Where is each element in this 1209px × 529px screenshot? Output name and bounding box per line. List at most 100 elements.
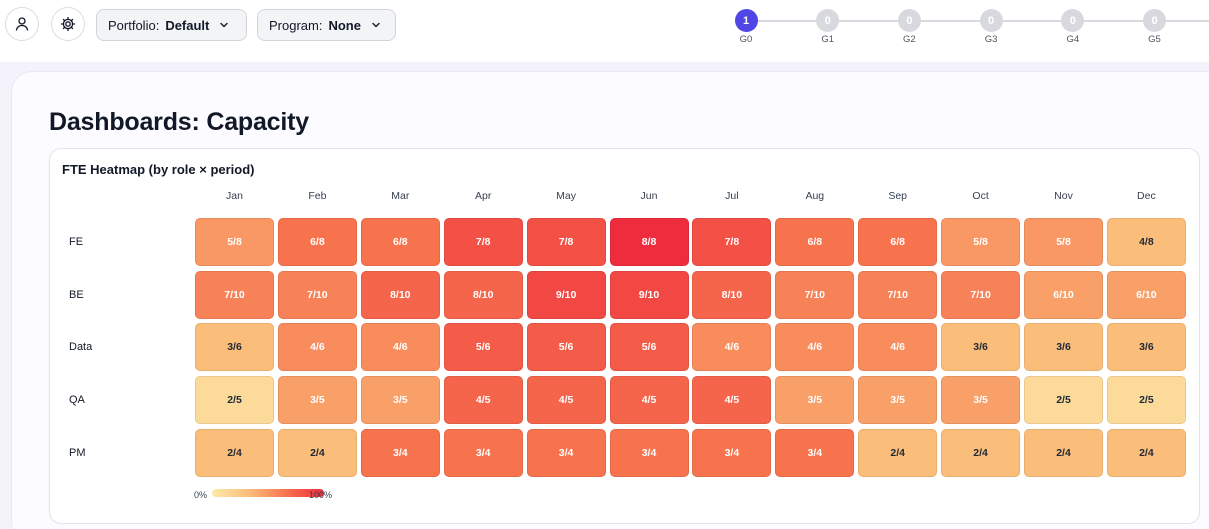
month-header: Feb <box>308 190 327 202</box>
month-header: May <box>556 190 577 202</box>
role-label: BE <box>69 288 84 301</box>
heatmap-cell[interactable]: 7/10 <box>775 270 855 319</box>
gate-step-g3[interactable]: 0 G3 <box>979 9 1003 45</box>
heatmap-cell[interactable]: 3/5 <box>941 376 1021 425</box>
heatmap-cell[interactable]: 4/5 <box>526 376 606 425</box>
user-button[interactable] <box>5 7 39 41</box>
heatmap-cell[interactable]: 3/6 <box>1024 323 1103 372</box>
heatmap-cell[interactable]: 6/8 <box>775 218 855 266</box>
month-header: Dec <box>1137 190 1156 202</box>
heatmap-cell[interactable]: 2/4 <box>941 428 1021 477</box>
heatmap-cell[interactable]: 6/10 <box>1106 270 1186 319</box>
gate-step-count: 0 <box>1061 9 1085 32</box>
settings-button[interactable] <box>51 7 85 41</box>
gate-step-label: G1 <box>821 34 835 45</box>
gate-step-count: 0 <box>897 9 921 32</box>
heatmap-cell[interactable]: 5/6 <box>526 323 606 372</box>
heatmap-cell[interactable]: 7/10 <box>195 270 274 319</box>
program-value: None <box>328 17 361 33</box>
heatmap-cell[interactable]: 7/8 <box>443 218 523 266</box>
top-bar: Portfolio: Default Program: None 1 G0 0 G1 0… <box>0 0 1209 62</box>
heatmap-title: FTE Heatmap (by role × period) <box>62 162 255 177</box>
heatmap-cell[interactable]: 5/6 <box>443 323 523 372</box>
heatmap-cell[interactable]: 3/4 <box>360 428 440 477</box>
heatmap-cell[interactable]: 7/8 <box>526 218 606 266</box>
chevron-down-icon <box>220 22 229 28</box>
chevron-down-icon <box>372 22 380 28</box>
heatmap-cell[interactable]: 4/8 <box>1106 218 1186 266</box>
month-header: Nov <box>1054 190 1073 202</box>
heatmap-cell[interactable]: 7/10 <box>277 270 357 319</box>
heatmap-cell[interactable]: 3/4 <box>443 428 523 477</box>
month-header: Mar <box>391 190 410 202</box>
heatmap-cell[interactable]: 4/5 <box>443 376 523 425</box>
legend-gradient <box>212 489 324 497</box>
heatmap-cell[interactable]: 6/8 <box>277 218 357 266</box>
heatmap-cell[interactable]: 3/6 <box>941 323 1021 372</box>
heatmap-cell[interactable]: 3/6 <box>1106 323 1186 372</box>
user-icon <box>15 17 29 31</box>
heatmap-cell[interactable]: 2/4 <box>195 428 274 477</box>
heatmap-cell[interactable]: 4/5 <box>692 376 772 425</box>
heatmap-cell[interactable]: 3/4 <box>692 428 772 477</box>
gate-step-label: G2 <box>903 34 916 45</box>
heatmap-cell[interactable]: 2/5 <box>1106 376 1186 425</box>
heatmap-cell[interactable]: 5/8 <box>941 218 1021 266</box>
heatmap-cell[interactable]: 4/6 <box>692 323 772 372</box>
heatmap-cell[interactable]: 7/10 <box>941 270 1021 319</box>
heatmap-cell[interactable]: 4/6 <box>277 323 357 372</box>
heatmap-cell[interactable]: 5/8 <box>195 218 274 266</box>
heatmap-cell[interactable]: 8/10 <box>360 270 440 319</box>
gate-step-count: 0 <box>979 9 1003 32</box>
heatmap-cell[interactable]: 4/6 <box>775 323 855 372</box>
heatmap-cell[interactable]: 3/5 <box>360 376 440 425</box>
heatmap-cell[interactable]: 4/6 <box>360 323 440 372</box>
page-title: Dashboards: Capacity <box>49 108 309 136</box>
heatmap-cell[interactable]: 2/5 <box>195 376 274 425</box>
heatmap-cell[interactable]: 2/4 <box>1106 428 1186 477</box>
heatmap-cell[interactable]: 3/4 <box>775 428 855 477</box>
heatmap-cell[interactable]: 2/5 <box>1024 376 1103 425</box>
heatmap-cell[interactable]: 7/8 <box>692 218 772 266</box>
gate-step-count: 1 <box>734 9 758 32</box>
month-header: Aug <box>805 190 825 202</box>
heatmap-cell[interactable]: 8/10 <box>692 270 772 319</box>
heatmap-cell[interactable]: 9/10 <box>609 270 689 319</box>
heatmap-cell[interactable]: 4/5 <box>609 376 689 425</box>
month-header: Jan <box>226 190 243 202</box>
gate-step-g0[interactable]: 1 G0 <box>734 9 758 45</box>
program-label: Program: <box>269 17 323 33</box>
heatmap-cell[interactable]: 6/10 <box>1024 270 1103 319</box>
heatmap-cell[interactable]: 2/4 <box>1024 428 1103 477</box>
gate-step-g5[interactable]: 0 G5 <box>1143 9 1167 45</box>
heatmap-cell[interactable]: 6/8 <box>360 218 440 266</box>
month-header: Oct <box>972 190 989 202</box>
role-label: PM <box>69 446 86 459</box>
heatmap-cell[interactable]: 5/8 <box>1024 218 1103 266</box>
gate-step-g4[interactable]: 0 G4 <box>1061 9 1085 45</box>
gate-step-count: 0 <box>816 9 840 32</box>
heatmap-cell[interactable]: 2/4 <box>858 428 938 477</box>
heatmap-cell[interactable]: 2/4 <box>277 428 357 477</box>
heatmap-cell[interactable]: 3/4 <box>609 428 689 477</box>
heatmap-cell[interactable]: 3/5 <box>775 376 855 425</box>
gate-step-g1[interactable]: 0 G1 <box>816 9 840 45</box>
heatmap-cell[interactable]: 3/6 <box>195 323 274 372</box>
month-header: Sep <box>888 190 908 202</box>
gate-step-g2[interactable]: 0 G2 <box>897 9 921 45</box>
heatmap-cell[interactable]: 3/5 <box>277 376 357 425</box>
heatmap-cell[interactable]: 3/4 <box>526 428 606 477</box>
heatmap-cell[interactable]: 8/10 <box>443 270 523 319</box>
heatmap-cell[interactable]: 9/10 <box>526 270 606 319</box>
program-select[interactable]: Program: None <box>257 9 396 41</box>
heatmap-cell[interactable]: 8/8 <box>609 218 689 266</box>
heatmap-cell[interactable]: 7/10 <box>858 270 938 319</box>
portfolio-select[interactable]: Portfolio: Default <box>96 9 247 41</box>
role-label: FE <box>69 236 84 248</box>
month-header: Jun <box>640 190 658 202</box>
gate-step-label: G5 <box>1148 34 1161 45</box>
heatmap-cell[interactable]: 5/6 <box>609 323 689 372</box>
heatmap-cell[interactable]: 6/8 <box>858 218 938 266</box>
heatmap-cell[interactable]: 4/6 <box>858 323 938 372</box>
heatmap-cell[interactable]: 3/5 <box>858 376 938 425</box>
